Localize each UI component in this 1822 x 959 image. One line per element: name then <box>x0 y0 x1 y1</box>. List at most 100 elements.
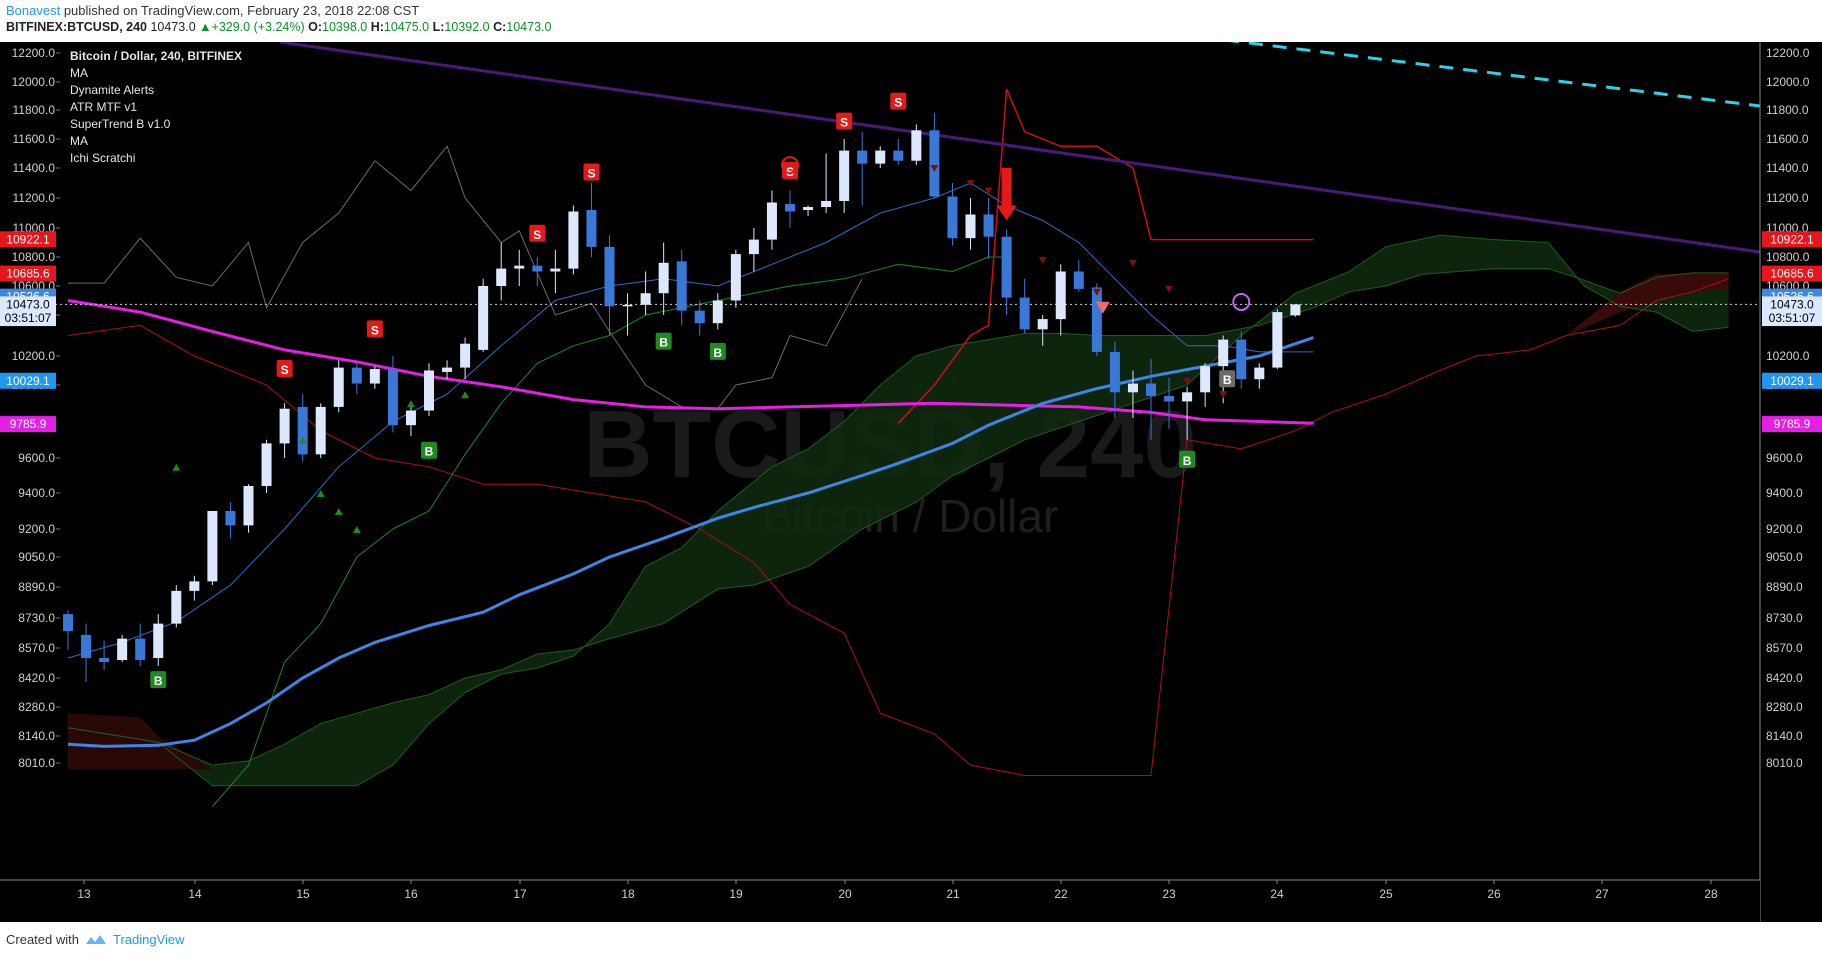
price-label-text: 03:51:07 <box>5 311 52 325</box>
y-tick-label-left: 11600.0 <box>13 132 56 146</box>
candle-body <box>63 614 73 632</box>
y-tick-label-left: 11200.0 <box>13 191 56 205</box>
y-tick-label-right: 8280.0 <box>1766 700 1803 714</box>
signal-markers: S S S S S S S B B B B B B <box>150 92 1251 689</box>
author-link[interactable]: Bonavest <box>6 3 61 18</box>
price-chart[interactable]: BTCUSD, 240 Bitcoin / Dollar SSSSSSSBBBB… <box>0 42 1822 922</box>
candle-body <box>893 150 904 161</box>
y-tick-label-left: 11400.0 <box>13 161 56 175</box>
y-tick-label-right: 9050.0 <box>1766 550 1803 564</box>
y-tick-label-left: 8010.0 <box>18 756 55 770</box>
alert-circle-icon <box>1232 292 1251 311</box>
low-label: L: <box>432 20 445 34</box>
up-triangle-icon <box>298 436 307 444</box>
x-axis: 13 14 15 16 17 18 19 20 21 22 23 24 25 26 27 28 <box>0 879 1760 922</box>
y-tick-label-right: 11400.0 <box>1766 161 1809 175</box>
y-tick-label-left: 8420.0 <box>18 671 55 685</box>
close-label: C: <box>493 20 507 34</box>
legend-item[interactable]: Dynamite Alerts <box>70 83 154 97</box>
y-tick-label-right: 11800.0 <box>1766 103 1809 117</box>
up-triangle-icon <box>316 490 325 497</box>
candle-body <box>857 150 868 164</box>
y-tick-label-left: 12200.0 <box>12 46 56 60</box>
signal-marker-label: B <box>1223 373 1232 387</box>
candle-body <box>640 293 651 305</box>
down-triangle-icon <box>1128 259 1137 267</box>
price-label-badge <box>0 296 56 313</box>
high-label: H: <box>370 20 384 34</box>
candle-body <box>766 202 777 240</box>
y-tick-label-right: 8730.0 <box>1766 611 1803 625</box>
signal-marker-label: S <box>371 323 379 337</box>
x-tick-label: 23 <box>1162 887 1176 901</box>
price-label-badge <box>1762 231 1822 248</box>
open-label: O: <box>308 20 323 34</box>
price-label-badge <box>0 310 56 327</box>
y-tick-label-right: 8570.0 <box>1766 641 1803 655</box>
buy-signal-marker <box>150 671 167 689</box>
down-arrow-icon <box>996 168 1017 221</box>
buy-signal-marker <box>1179 450 1196 468</box>
y-tick-label-left: 10800.0 <box>12 250 56 264</box>
candle-body <box>929 130 940 197</box>
time-axis[interactable] <box>0 880 1760 922</box>
down-triangle-icon <box>1038 256 1047 264</box>
sell-signal-marker <box>276 360 293 378</box>
candle-body <box>911 130 922 161</box>
cloud-fill-bearish <box>1566 272 1729 336</box>
y-tick-label-left: 9400.0 <box>18 486 55 500</box>
x-tick-label: 24 <box>1270 887 1284 901</box>
candle-body <box>712 300 723 324</box>
up-triangle-icon <box>334 508 343 515</box>
buy-signal-marker <box>655 332 672 350</box>
candle-body <box>351 367 362 384</box>
legend-item[interactable]: Ichi Scratchi <box>70 151 135 165</box>
alert-circle-icon <box>781 156 799 175</box>
price-label-badge <box>1762 265 1822 282</box>
tradingview-link[interactable]: TradingView <box>112 932 185 947</box>
candle-body <box>875 150 886 164</box>
y-tick-label-right: 12200.0 <box>1766 46 1810 60</box>
candle-body <box>369 369 380 384</box>
candle-body <box>478 286 489 350</box>
up-triangle-icon <box>352 526 361 533</box>
legend-item[interactable]: SuperTrend B v1.0 <box>70 117 171 131</box>
price-label-text: 10473.0 <box>1770 297 1814 311</box>
neutral-signal-marker <box>1219 370 1236 388</box>
price-label-badge <box>1762 296 1822 313</box>
candle-body <box>279 408 290 444</box>
legend-item[interactable]: Bitcoin / Dollar, 240, BITFINEX <box>70 49 242 63</box>
candle-body <box>81 634 92 658</box>
legend-item[interactable]: MA <box>70 134 88 148</box>
signal-marker-label: B <box>1183 454 1192 468</box>
y-tick-label-right: 9600.0 <box>1766 451 1803 465</box>
trendline-cyan[interactable] <box>1225 42 1761 108</box>
price-axis[interactable] <box>1760 42 1822 922</box>
candle-body <box>785 204 795 212</box>
candle-body <box>171 590 182 624</box>
alert-triangle-icon <box>1095 301 1110 314</box>
ohlc-bar: BITFINEX:BTCUSD, 240 10473.0 ▲+329.0 (+3… <box>6 20 551 34</box>
legend-item[interactable]: MA <box>70 66 88 80</box>
candle-body <box>117 638 128 660</box>
down-triangle-icon <box>966 180 975 187</box>
candle-body <box>622 304 633 307</box>
candle-body <box>243 486 254 526</box>
candle-body <box>207 511 218 582</box>
price-label-badge <box>1762 372 1822 389</box>
last-price: 10473.0 <box>150 20 196 34</box>
y-tick-label-right: 10200.0 <box>1766 349 1810 363</box>
legend-item[interactable]: ATR MTF v1 <box>70 100 137 114</box>
down-triangle-icon <box>1183 377 1192 385</box>
signal-marker-label: S <box>281 363 289 377</box>
price-labels: 10922.110922.110685.610685.610526.610526… <box>0 231 1822 433</box>
signal-marker-label: B <box>154 674 163 688</box>
y-tick-label-left: 8730.0 <box>18 611 55 625</box>
cloud-lower-line <box>67 268 1729 787</box>
candle-body <box>1001 236 1012 298</box>
x-tick-label: 25 <box>1379 887 1393 901</box>
up-triangle-icon <box>461 391 470 399</box>
x-tick-label: 27 <box>1595 887 1609 901</box>
x-tick-label: 19 <box>729 887 743 901</box>
trendline-purple[interactable] <box>279 42 1761 254</box>
